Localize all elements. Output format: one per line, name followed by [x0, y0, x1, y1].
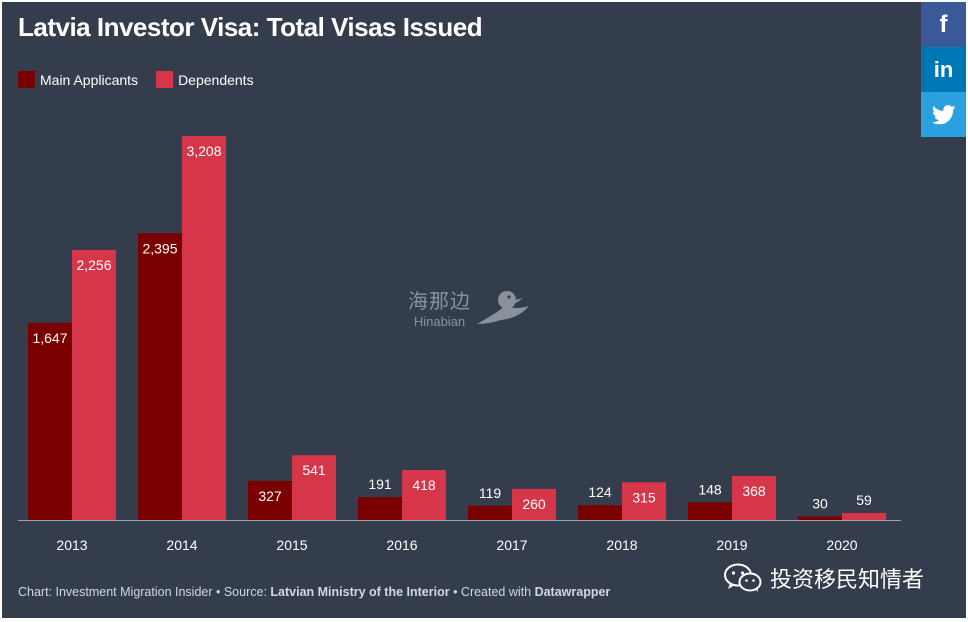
footer-middle: • Created with: [449, 585, 535, 599]
footer-source[interactable]: Latvian Ministry of the Interior: [270, 585, 450, 599]
data-label-dependents-2018: 315: [632, 489, 656, 505]
legend: Main Applicants Dependents: [18, 71, 254, 88]
data-label-main-applicants-2020: 30: [812, 495, 828, 511]
bar-main-applicants-2016: [358, 497, 402, 520]
data-label-dependents-2014: 3,208: [186, 143, 221, 159]
chart-footer: Chart: Investment Migration Insider • So…: [18, 585, 610, 599]
watermark-chinese: 海那边: [408, 289, 471, 313]
x-tick-label-2015: 2015: [276, 537, 307, 553]
bar-dependents-2013: [72, 249, 116, 520]
bar-dependents-2019: [732, 475, 776, 520]
data-label-dependents-2016: 418: [412, 477, 436, 493]
facebook-icon: f: [939, 10, 948, 38]
bar-main-applicants-2013: [28, 322, 72, 520]
x-tick-label-2013: 2013: [56, 537, 87, 553]
wechat-account-name: 投资移民知情者: [770, 568, 925, 593]
bar-main-applicants-2020: [798, 516, 842, 520]
twitter-bird-icon: [931, 104, 955, 124]
facebook-share-button[interactable]: f: [921, 2, 966, 47]
x-tick-label-2017: 2017: [496, 537, 527, 553]
wechat-account: 投资移民知情者: [724, 562, 924, 594]
data-label-dependents-2015: 541: [302, 462, 326, 478]
linkedin-share-button[interactable]: in: [921, 47, 966, 92]
x-tick-label-2016: 2016: [386, 537, 417, 553]
data-label-dependents-2013: 2,256: [76, 257, 111, 273]
chart-title: Latvia Investor Visa: Total Visas Issued: [18, 12, 483, 42]
data-label-main-applicants-2014: 2,395: [142, 240, 177, 256]
data-label-dependents-2017: 260: [522, 496, 546, 512]
bar-main-applicants-2018: [578, 505, 622, 520]
bar-dependents-2020: [842, 512, 886, 520]
twitter-share-button[interactable]: [921, 92, 966, 137]
x-tick-label-2018: 2018: [606, 537, 637, 553]
data-label-main-applicants-2017: 119: [479, 485, 502, 501]
bar-main-applicants-2015: [248, 480, 292, 520]
hinabian-watermark: 海那边 Hinabian: [408, 284, 541, 330]
x-tick-label-2020: 2020: [826, 537, 857, 553]
bar-dependents-2017: [512, 488, 556, 520]
data-label-dependents-2020: 59: [856, 492, 872, 508]
x-tick-label-2019: 2019: [716, 537, 747, 553]
wechat-icon: [724, 563, 762, 592]
bar-dependents-2015: [292, 455, 336, 520]
bar-main-applicants-2014: [138, 233, 182, 520]
footer-tool[interactable]: Datawrapper: [534, 585, 611, 599]
bar-dependents-2016: [402, 469, 446, 520]
share-bar: f in: [921, 2, 966, 137]
bar-dependents-2014: [182, 136, 226, 520]
data-label-main-applicants-2013: 1,647: [32, 330, 67, 346]
footer-prefix: Chart: Investment Migration Insider • So…: [18, 585, 271, 599]
legend-swatch-dependents: [156, 71, 174, 88]
data-label-main-applicants-2015: 327: [258, 488, 282, 504]
bird-logo-icon: [477, 291, 529, 324]
legend-label-main-applicants: Main Applicants: [40, 71, 139, 88]
data-label-main-applicants-2019: 148: [698, 481, 722, 497]
legend-item-dependents: Dependents: [156, 71, 254, 88]
legend-swatch-main-applicants: [18, 71, 35, 88]
data-label-main-applicants-2016: 191: [368, 476, 392, 492]
watermark-latin: Hinabian: [413, 314, 466, 329]
bar-dependents-2018: [622, 482, 666, 520]
bar-main-applicants-2017: [468, 505, 512, 520]
data-label-main-applicants-2018: 124: [588, 484, 612, 500]
data-label-dependents-2019: 368: [742, 483, 766, 499]
legend-label-dependents: Dependents: [178, 71, 254, 88]
legend-item-main-applicants: Main Applicants: [18, 71, 138, 88]
linkedin-icon: in: [933, 56, 954, 82]
x-tick-label-2014: 2014: [166, 537, 197, 553]
bar-main-applicants-2019: [688, 502, 732, 520]
